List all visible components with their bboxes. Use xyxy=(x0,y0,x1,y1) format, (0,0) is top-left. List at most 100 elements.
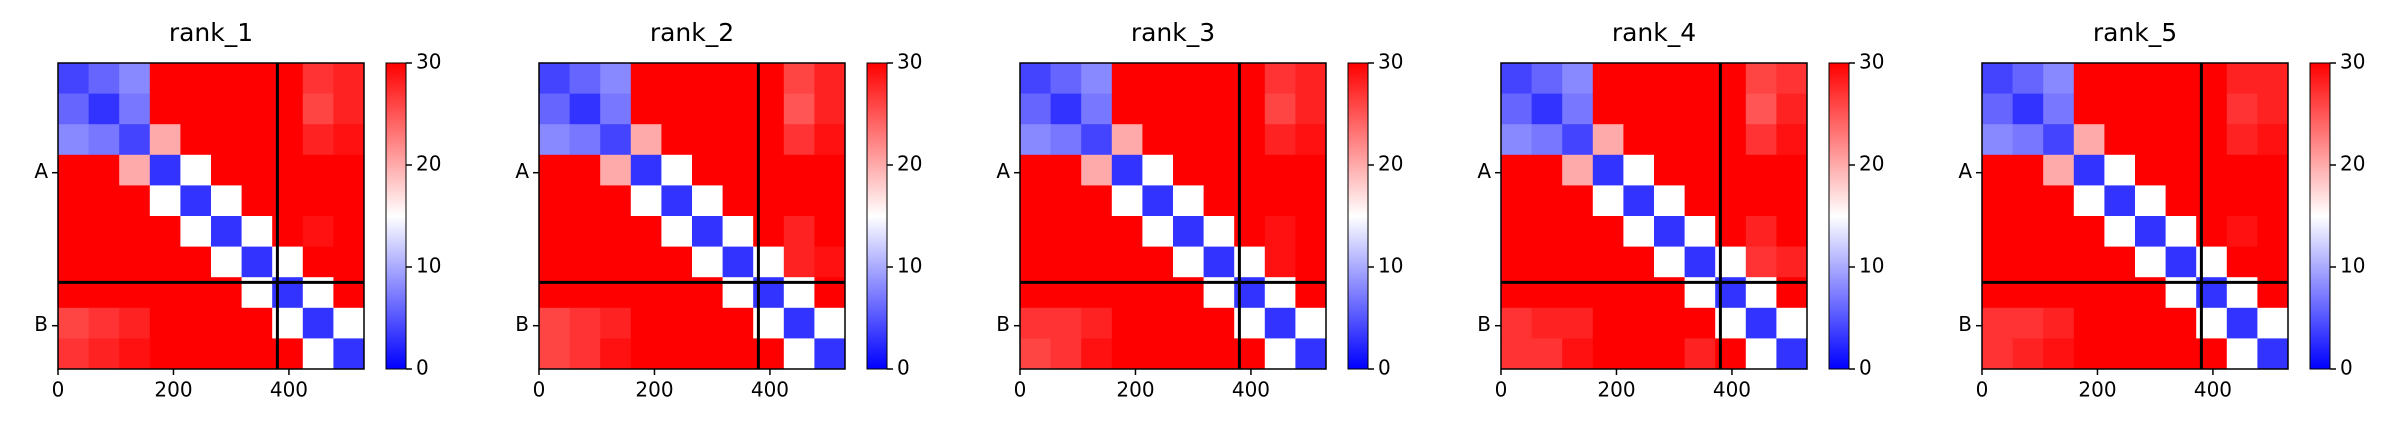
heatmap-cell xyxy=(1264,63,1296,95)
heatmap-cell xyxy=(1295,124,1327,156)
heatmap-cell xyxy=(783,63,815,95)
heatmap-cell xyxy=(783,307,815,339)
colorbar-tick-label: 10 xyxy=(1378,254,1403,278)
heatmap-cell xyxy=(539,216,571,248)
heatmap-cell xyxy=(600,185,632,217)
heatmap-cell xyxy=(1081,63,1113,95)
heatmap-cell xyxy=(2012,154,2044,186)
heatmap-cell xyxy=(241,93,273,125)
heatmap-cell xyxy=(119,154,151,186)
heatmap-cell xyxy=(722,185,754,217)
heatmap-cell xyxy=(211,63,243,95)
heatmap-cell xyxy=(119,338,151,370)
heatmap-cell xyxy=(1020,307,1052,339)
y-tick-label: B xyxy=(1477,312,1491,336)
heatmap-cell xyxy=(1173,93,1205,125)
heatmap-cell xyxy=(783,93,815,125)
heatmap-cell xyxy=(722,124,754,156)
heatmap-cell xyxy=(783,154,815,186)
heatmap-cell xyxy=(1020,124,1052,156)
heatmap-cell xyxy=(1745,307,1777,339)
heatmap-cell xyxy=(722,93,754,125)
colorbar-tick-label: 10 xyxy=(416,254,441,278)
heatmap-cell xyxy=(2073,338,2105,370)
x-tick-label: 200 xyxy=(1116,378,1154,402)
heatmap-cell xyxy=(1142,154,1174,186)
heatmap-cell xyxy=(88,124,120,156)
plot-frame xyxy=(1019,62,1327,370)
heatmap-cell xyxy=(1081,93,1113,125)
chart-title: rank_3 xyxy=(1131,18,1215,47)
heatmap-cell xyxy=(1501,185,1533,217)
heatmap-cell xyxy=(1173,185,1205,217)
heatmap-cell xyxy=(1684,185,1716,217)
heatmap-cell xyxy=(2012,185,2044,217)
heatmap-cell xyxy=(1501,63,1533,95)
x-tick-label: 200 xyxy=(1597,378,1635,402)
heatmap-cell xyxy=(149,338,181,370)
heatmap-cell xyxy=(2165,63,2197,95)
heatmap-cell xyxy=(1592,124,1624,156)
heatmap-cell xyxy=(180,338,212,370)
heatmap-cell xyxy=(1684,246,1716,278)
heatmap-cell xyxy=(119,124,151,156)
heatmap-cell xyxy=(333,216,365,248)
heatmap-cell xyxy=(180,124,212,156)
heatmap-cell xyxy=(539,307,571,339)
heatmap-cell xyxy=(2043,93,2075,125)
heatmap-cell xyxy=(333,93,365,125)
heatmap-cell xyxy=(149,307,181,339)
heatmap-cell xyxy=(1264,93,1296,125)
heatmap-cell xyxy=(1173,154,1205,186)
heatmap-cell xyxy=(119,307,151,339)
heatmap-cell xyxy=(1264,307,1296,339)
x-tick-label: 400 xyxy=(2194,378,2232,402)
heatmap-cell xyxy=(1295,93,1327,125)
heatmap-cell xyxy=(1531,124,1563,156)
heatmap-cell xyxy=(1501,338,1533,370)
heatmap-cell xyxy=(692,216,724,248)
heatmap-cell xyxy=(241,185,273,217)
heatmap-cell xyxy=(1501,93,1533,125)
heatmap-cell xyxy=(600,338,632,370)
heatmap-cell xyxy=(58,93,90,125)
heatmap-cell xyxy=(1203,338,1235,370)
heatmap-cell xyxy=(2165,338,2197,370)
heatmap-cell xyxy=(722,307,754,339)
y-tick-label: A xyxy=(1477,159,1491,183)
heatmap-cell xyxy=(2012,63,2044,95)
heatmap-cell xyxy=(2165,93,2197,125)
colorbar-tick-label: 20 xyxy=(897,152,922,176)
heatmap-cell xyxy=(1142,63,1174,95)
heatmap-cell xyxy=(1531,338,1563,370)
heatmap-cell xyxy=(2257,216,2289,248)
heatmap-cell xyxy=(1111,63,1143,95)
heatmap-cell xyxy=(2226,154,2258,186)
heatmap-cell xyxy=(600,124,632,156)
heatmap-cell xyxy=(2257,246,2289,278)
heatmap-cell xyxy=(333,63,365,95)
heatmap-cell xyxy=(88,185,120,217)
heatmap-cell xyxy=(1654,154,1686,186)
x-tick-label: 400 xyxy=(270,378,308,402)
heatmap-cell xyxy=(88,338,120,370)
heatmap-cell xyxy=(661,93,693,125)
colorbar-tick-label: 10 xyxy=(2340,254,2365,278)
heatmap-cell xyxy=(2226,185,2258,217)
heatmap-cell xyxy=(1173,338,1205,370)
heatmap-cell xyxy=(2165,216,2197,248)
heatmap-cell xyxy=(211,307,243,339)
heatmap-cell xyxy=(1142,216,1174,248)
heatmap-cell xyxy=(1684,93,1716,125)
heatmap-cell xyxy=(1745,216,1777,248)
heatmap-cell xyxy=(1745,338,1777,370)
heatmap-cell xyxy=(692,246,724,278)
heatmap-cell xyxy=(1501,216,1533,248)
heatmap-cell xyxy=(692,93,724,125)
heatmap-cell xyxy=(1623,307,1655,339)
heatmap-cell xyxy=(569,338,601,370)
heatmap-cell xyxy=(2043,216,2075,248)
heatmap-cell xyxy=(2226,338,2258,370)
heatmap-cell xyxy=(241,124,273,156)
heatmap-cell xyxy=(2043,307,2075,339)
